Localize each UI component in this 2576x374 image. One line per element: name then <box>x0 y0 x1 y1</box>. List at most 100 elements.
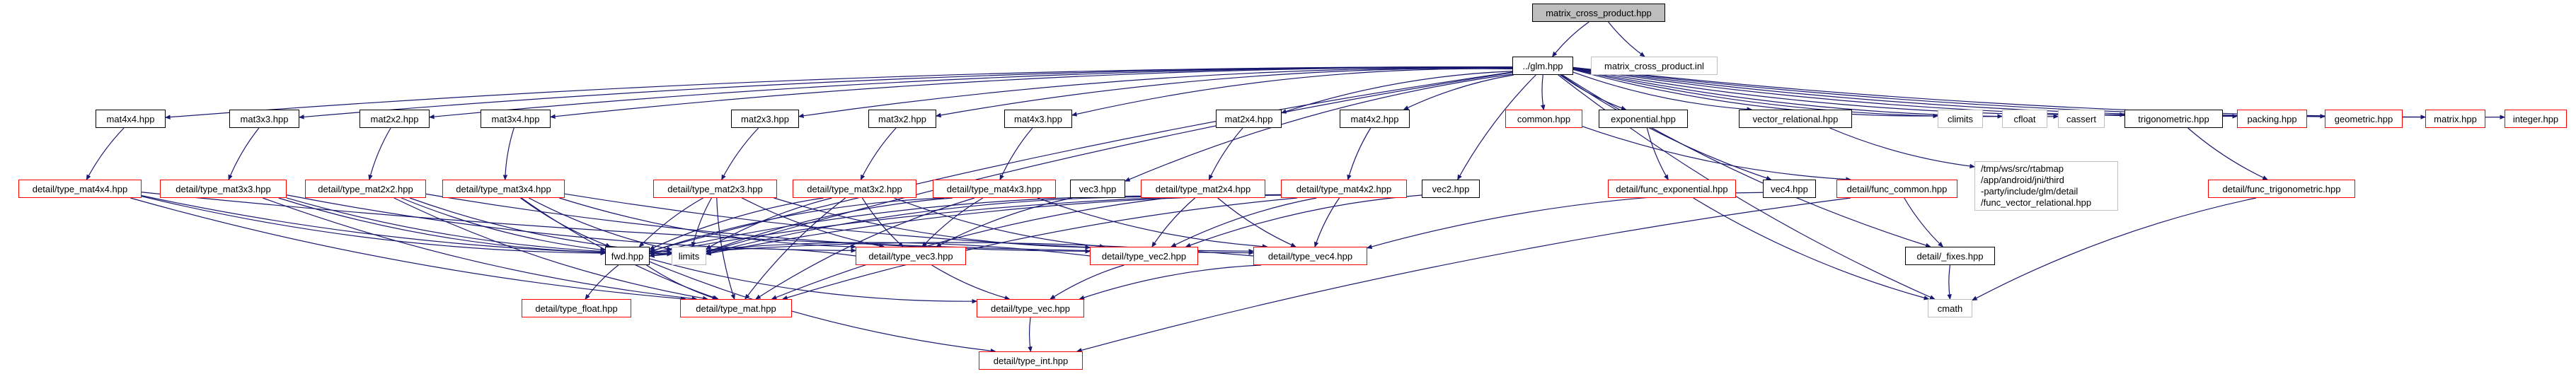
graph-node-mat4x4[interactable]: mat4x4.hpp <box>96 110 166 128</box>
graph-node-mat4x3[interactable]: mat4x3.hpp <box>1004 110 1072 128</box>
graph-node-func_common[interactable]: detail/func_common.hpp <box>1836 180 1957 198</box>
include-edge-tm4x3-to-tmat <box>755 197 975 300</box>
include-edge-mat2x2-to-tm2x2 <box>368 127 391 181</box>
include-edge-tm2x3-to-tv2 <box>774 197 1091 250</box>
graph-node-glm[interactable]: ../glm.hpp <box>1512 57 1573 75</box>
include-edge-glm-to-vec2 <box>1457 74 1536 181</box>
include-edge-glm-to-mat4x3 <box>1071 68 1513 117</box>
include-edge-tm4x4-to-fwd <box>141 196 606 256</box>
graph-node-tm2x4[interactable]: detail/type_mat2x4.hpp <box>1141 180 1265 198</box>
include-edge-glm-to-climits <box>1572 69 1939 119</box>
include-edge-vec2-to-tv2 <box>1185 194 1422 247</box>
graph-node-func_exp[interactable]: detail/func_exponential.hpp <box>1608 180 1736 198</box>
graph-node-tv4[interactable]: detail/type_vec4.hpp <box>1253 247 1367 265</box>
include-edge-vec4-to-tv4 <box>1366 192 1764 250</box>
include-edge-func_exp-to-cmath <box>1693 197 1930 300</box>
graph-node-tmat[interactable]: detail/type_mat.hpp <box>680 299 792 317</box>
graph-node-tint[interactable]: detail/type_int.hpp <box>979 351 1083 370</box>
graph-node-mat2x2[interactable]: mat2x2.hpp <box>360 110 430 128</box>
graph-node-tm4x4[interactable]: detail/type_mat4x4.hpp <box>18 180 142 198</box>
include-edge-tm3x2-to-tv2 <box>894 197 1105 249</box>
include-edge-tm4x3-to-fwd <box>648 197 945 253</box>
include-edge-func_trig-to-cmath <box>1971 197 2257 301</box>
include-edge-mat2x4-to-tm2x4 <box>1208 127 1243 181</box>
graph-node-fixes[interactable]: detail/_fixes.hpp <box>1905 247 1995 265</box>
graph-node-path_box: /tmp/ws/src/rtabmap/app/android/jni/thir… <box>1974 161 2118 211</box>
graph-node-matrix[interactable]: matrix.hpp <box>2425 110 2485 128</box>
include-edge-glm-to-common <box>1540 74 1546 111</box>
include-edge-mat3x4-to-tm3x4 <box>502 127 514 181</box>
graph-node-path_box-line: /func_vector_relational.hpp <box>1981 197 2092 208</box>
include-edge-exponential-to-func_exp <box>1646 127 1669 181</box>
graph-node-tv3[interactable]: detail/type_vec3.hpp <box>856 247 966 265</box>
graph-node-vec4[interactable]: vec4.hpp <box>1763 180 1816 198</box>
include-edge-tv2-to-fwd <box>648 242 1091 258</box>
include-edge-glm-to-mat3x4 <box>549 66 1513 119</box>
include-edge-func_common-to-tint <box>1076 197 1851 353</box>
graph-node-mat4x2[interactable]: mat4x2.hpp <box>1340 110 1410 128</box>
graph-node-fwd[interactable]: fwd.hpp <box>605 247 650 265</box>
graph-node-mat3x3[interactable]: mat3x3.hpp <box>229 110 299 128</box>
graph-node-tm2x3[interactable]: detail/type_mat2x3.hpp <box>653 180 777 198</box>
graph-node-tm4x2[interactable]: detail/type_mat4x2.hpp <box>1281 180 1407 198</box>
graph-node-mat3x4[interactable]: mat3x4.hpp <box>481 110 551 128</box>
include-edge-tm2x4-to-tv4 <box>1217 197 1296 247</box>
include-edge-glm-to-vector_relational <box>1572 71 1753 112</box>
graph-node-mat3x2[interactable]: mat3x2.hpp <box>868 110 936 128</box>
include-edge-glm-to-fixes <box>1562 74 1931 248</box>
include-edge-fwd-to-tfloat <box>585 264 619 300</box>
include-edge-glm-to-cassert <box>1572 68 2059 119</box>
include-edge-common-to-func_common <box>1582 126 1852 182</box>
include-edge-tm2x3-to-fwd <box>638 197 703 247</box>
graph-node-tfloat[interactable]: detail/type_float.hpp <box>522 299 631 317</box>
graph-node-mat2x3[interactable]: mat2x3.hpp <box>731 110 799 128</box>
include-edge-fwd-to-tint <box>649 261 996 353</box>
graph-node-tm2x2[interactable]: detail/type_mat2x2.hpp <box>305 180 426 198</box>
graph-node-main: matrix_cross_product.hpp <box>1532 4 1665 22</box>
include-edge-fwd-to-tvec <box>649 258 978 304</box>
include-edge-tm3x2-to-limits <box>705 197 832 250</box>
include-edge-glm-to-mat2x3 <box>798 67 1513 119</box>
graph-node-trigonometric[interactable]: trigonometric.hpp <box>2124 110 2223 128</box>
include-edge-tm2x4-to-limits <box>705 196 1142 255</box>
include-edge-func_common-to-fixes <box>1904 197 1944 247</box>
graph-node-integer[interactable]: integer.hpp <box>2505 110 2567 128</box>
include-edge-tm2x3-to-limits <box>691 197 712 248</box>
include-edge-glm-to-mat4x2 <box>1403 74 1514 110</box>
graph-node-vec3[interactable]: vec3.hpp <box>1070 180 1125 198</box>
include-edge-glm-to-limits <box>705 71 1513 253</box>
graph-node-tm4x3[interactable]: detail/type_mat4x3.hpp <box>933 180 1056 198</box>
graph-node-tm3x2[interactable]: detail/type_mat3x2.hpp <box>793 180 916 198</box>
include-edge-mat3x3-to-tm3x3 <box>228 127 260 181</box>
graph-node-common[interactable]: common.hpp <box>1505 110 1582 128</box>
graph-node-path_box-line: -party/include/glm/detail <box>1981 186 2078 197</box>
graph-node-packing[interactable]: packing.hpp <box>2237 110 2307 128</box>
include-edge-mat3x2-to-tm3x2 <box>860 127 897 181</box>
graph-node-cassert: cassert <box>2058 110 2105 128</box>
include-edge-tvec-to-tint <box>1028 317 1033 353</box>
include-edge-fixes-to-cmath <box>1947 264 1952 300</box>
graph-node-cmath: cmath <box>1928 299 1972 317</box>
graph-node-vector_relational[interactable]: vector_relational.hpp <box>1739 110 1852 128</box>
graph-node-exponential[interactable]: exponential.hpp <box>1599 110 1688 128</box>
graph-node-geometric[interactable]: geometric.hpp <box>2325 110 2403 128</box>
graph-node-tm3x3[interactable]: detail/type_mat3x3.hpp <box>160 180 287 198</box>
graph-node-tm3x4[interactable]: detail/type_mat3x4.hpp <box>442 180 565 198</box>
include-edge-tm3x3-to-tmat <box>263 197 698 301</box>
graph-node-tv2[interactable]: detail/type_vec2.hpp <box>1090 247 1198 265</box>
include-edge-tm2x2-to-tmat <box>393 197 708 301</box>
include-edge-mat4x2-to-tm4x2 <box>1347 127 1372 181</box>
graph-node-vec2[interactable]: vec2.hpp <box>1422 180 1480 198</box>
include-edge-mat2x3-to-tm2x3 <box>721 127 759 181</box>
include-edge-mat4x4-to-tm4x4 <box>86 127 125 181</box>
include-edge-tm4x3-to-tv4 <box>1037 197 1268 249</box>
include-edge-glm-to-mat3x2 <box>935 67 1513 118</box>
graph-node-tvec[interactable]: detail/type_vec.hpp <box>977 299 1084 317</box>
graph-node-func_trig[interactable]: detail/func_trigonometric.hpp <box>2208 180 2355 198</box>
include-edge-fwd-to-tmat <box>646 264 718 300</box>
graph-node-mat2x4[interactable]: mat2x4.hpp <box>1216 110 1282 128</box>
include-edge-tm4x4-to-tmat <box>130 197 686 301</box>
include-edge-tm4x3-to-tv3 <box>921 197 984 247</box>
graph-node-path_box-line: /tmp/ws/src/rtabmap <box>1981 163 2064 174</box>
